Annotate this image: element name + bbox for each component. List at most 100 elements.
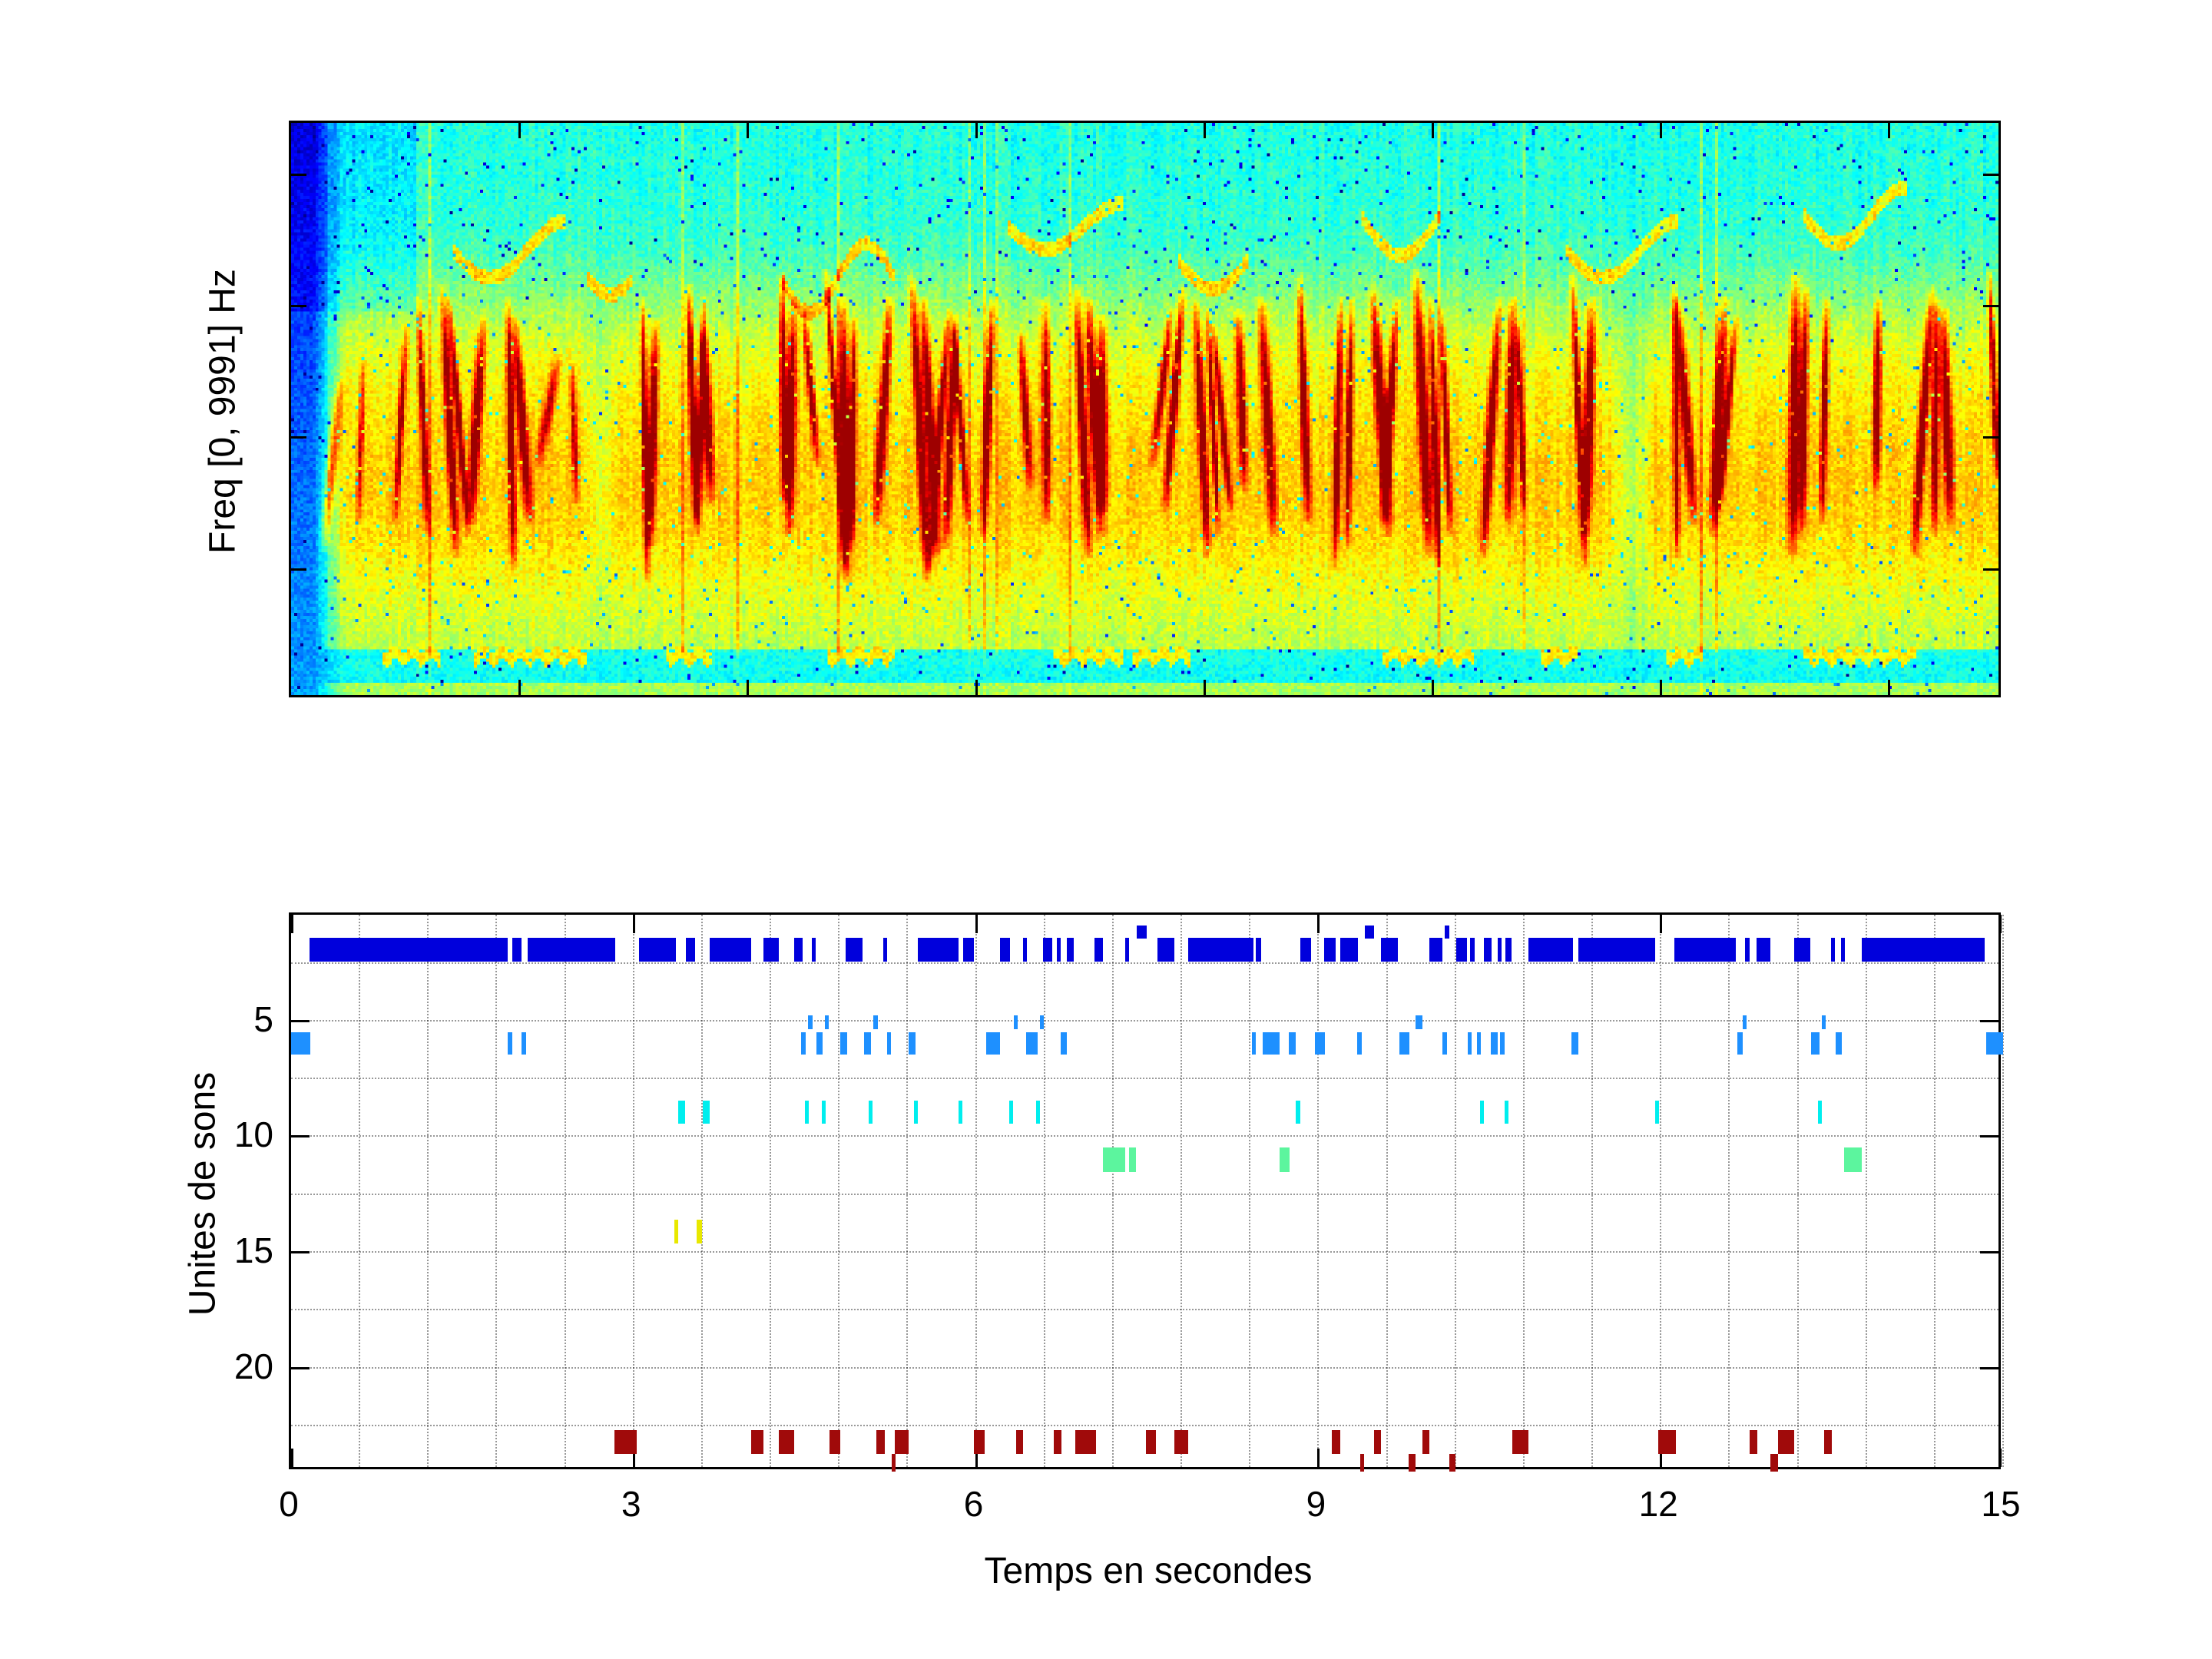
gridline-horizontal (291, 1309, 1998, 1310)
y-tick-label: 20 (189, 1346, 273, 1387)
gridline-vertical (1797, 915, 1799, 1467)
event-bar-unit-9-cyan (1818, 1101, 1822, 1124)
x-tick-label: 12 (1612, 1483, 1704, 1525)
event-bar-unit-23-darkred (1750, 1430, 1757, 1455)
event-bar-unit-14-yellow (697, 1220, 702, 1244)
x-axis-label: Temps en secondes (972, 1550, 1325, 1592)
event-bar-unit-2-navy (1023, 938, 1027, 962)
event-bar-unit-2-navy (963, 938, 973, 962)
gridline-horizontal (291, 1135, 1998, 1137)
event-bar-unit-6-blue (887, 1032, 891, 1055)
event-bar-unit-2-navy (310, 938, 508, 962)
x-tick-mark (518, 123, 521, 138)
event-bar-unit-6-blue (1289, 1032, 1296, 1055)
event-bar-unit-9-cyan (959, 1101, 962, 1124)
event-bar-unit-2-navy (1456, 938, 1466, 962)
event-bar-unit-6-blue (1500, 1032, 1505, 1055)
event-bar-unit-14-yellow (674, 1220, 678, 1244)
event-bar-unit-2-navy (763, 938, 778, 962)
event-bar-unit-6-blue (816, 1032, 823, 1055)
y-tick-mark (1980, 1020, 1998, 1022)
matlab-figure: Freq [0, 9991] Hz Unites de sons Temps e… (0, 0, 2212, 1659)
event-bar-unit-9-cyan (822, 1101, 826, 1124)
gridline-vertical (1523, 915, 1525, 1467)
event-bar-unit-1-navy-ticks (1365, 926, 1374, 939)
event-bar-unit-2-navy (846, 938, 863, 962)
event-bar-unit-23-darkred (1512, 1430, 1528, 1455)
event-bar-unit-2-navy (918, 938, 959, 962)
event-bar-unit-6-blue (1811, 1032, 1819, 1055)
event-bar-unit-9-cyan (1505, 1101, 1508, 1124)
gridline-horizontal (291, 1251, 1998, 1253)
event-bar-unit-23-darkred (1146, 1430, 1156, 1455)
x-tick-mark (1204, 123, 1206, 138)
event-bar-unit-2-navy (1324, 938, 1336, 962)
event-bar-unit-2-navy (883, 938, 887, 962)
event-bar-unit-23-darkred (1016, 1430, 1023, 1455)
x-tick-label: 15 (1955, 1483, 2047, 1525)
y-tick-mark (1983, 174, 1998, 176)
x-tick-mark (1999, 1449, 2002, 1467)
gridline-vertical (1317, 915, 1319, 1467)
x-tick-mark (1317, 915, 1320, 933)
event-bar-unit-9-cyan (678, 1101, 685, 1124)
y-tick-mark (1983, 305, 1998, 307)
event-bar-unit-24-darkred-ticks (1409, 1454, 1416, 1472)
event-bar-unit-2-navy (1794, 938, 1810, 962)
spectrogram-plot (289, 121, 2001, 697)
event-bar-unit-23-darkred (751, 1430, 763, 1455)
gridline-vertical (565, 915, 566, 1467)
event-bar-unit-9-cyan (805, 1101, 809, 1124)
x-tick-mark (1888, 680, 1890, 695)
freq-axis-label: Freq [0, 9991] Hz (202, 120, 244, 704)
x-tick-label: 3 (585, 1483, 677, 1525)
event-bar-unit-23-darkred (1075, 1430, 1096, 1455)
gridline-vertical (838, 915, 839, 1467)
event-bar-unit-23-darkred (1054, 1430, 1061, 1455)
event-bar-unit-6-blue (1026, 1032, 1038, 1055)
gridline-vertical (633, 915, 634, 1467)
event-bar-unit-11-green (1103, 1147, 1126, 1172)
event-bar-unit-5-blue-ticks (1822, 1015, 1826, 1029)
event-bar-unit-2-navy (1484, 938, 1492, 962)
y-tick-mark (1980, 1367, 1998, 1369)
event-bar-unit-23-darkred (1332, 1430, 1339, 1455)
event-bar-unit-2-navy (1094, 938, 1102, 962)
x-tick-mark (633, 915, 635, 933)
event-bar-unit-2-navy (512, 938, 522, 962)
y-tick-mark (1980, 1135, 1998, 1137)
x-tick-mark (1432, 680, 1434, 695)
gridline-vertical (975, 915, 977, 1467)
event-bar-unit-1-navy-ticks (1137, 926, 1147, 939)
x-tick-mark (1432, 123, 1434, 138)
y-tick-mark (1983, 436, 1998, 439)
event-bar-unit-2-navy (1528, 938, 1573, 962)
event-bar-unit-5-blue-ticks (873, 1015, 878, 1029)
x-tick-mark (1204, 680, 1206, 695)
event-bar-unit-2-navy (1841, 938, 1845, 962)
event-bar-unit-2-navy (1340, 938, 1359, 962)
gridline-vertical (1866, 915, 1867, 1467)
event-bar-unit-11-green (1280, 1147, 1290, 1172)
gridline-vertical (1044, 915, 1045, 1467)
event-bar-unit-23-darkred (830, 1430, 839, 1455)
event-bar-unit-23-darkred (614, 1430, 637, 1455)
event-bar-unit-5-blue-ticks (1416, 1015, 1422, 1029)
event-bar-unit-6-blue (1399, 1032, 1409, 1055)
x-tick-mark (747, 680, 749, 695)
event-bar-unit-11-green (1129, 1147, 1136, 1172)
gridline-vertical (1660, 915, 1661, 1467)
event-bar-unit-9-cyan (1036, 1101, 1040, 1124)
event-bar-unit-2-navy (528, 938, 615, 962)
event-bar-unit-2-navy (1043, 938, 1052, 962)
event-bar-unit-2-navy (686, 938, 695, 962)
event-bar-unit-23-darkred (1824, 1430, 1832, 1455)
event-bar-unit-24-darkred-ticks (892, 1454, 896, 1472)
y-tick-mark (291, 436, 306, 439)
event-bar-unit-23-darkred (974, 1430, 985, 1455)
y-tick-label: 5 (189, 998, 273, 1040)
x-tick-mark (291, 1449, 293, 1467)
event-bar-unit-2-navy (1300, 938, 1312, 962)
event-bar-unit-6-blue (1357, 1032, 1362, 1055)
event-bar-unit-6-blue (1737, 1032, 1743, 1055)
